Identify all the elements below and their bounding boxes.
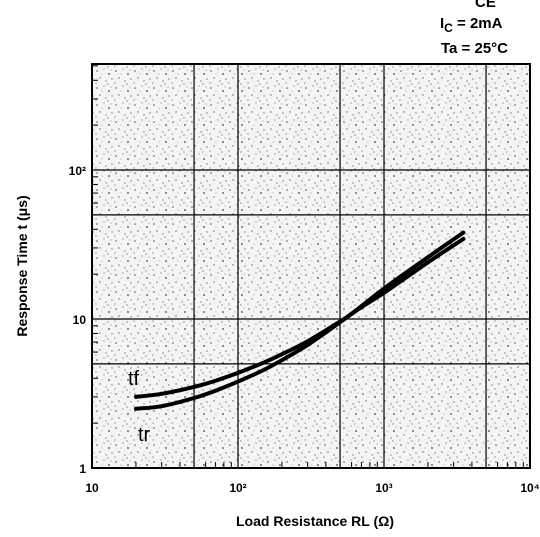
x-tick-label: 10² [229,481,246,495]
x-tick-label: 10⁴ [520,481,539,495]
series-label-tr: tr [138,424,151,446]
series-line-tr [134,230,466,411]
x-tick-label: 10 [85,481,99,495]
y-tick-label: 10 [73,313,87,327]
series-lines [134,230,466,411]
y-tick-label: 1 [79,462,86,476]
grid-lines [92,64,530,468]
series-label-tf: tf [128,368,140,390]
series-line-tf [134,236,466,399]
ic-prefix: I [440,15,444,32]
tick-labels: 10 10² 10³ 10⁴ 1 10 10² [69,164,540,495]
ic-subscript: C [444,21,453,35]
x-axis-label: Load Resistance RL (Ω) [236,513,394,529]
y-axis-label: Response Time t (μs) [14,195,30,336]
condition-ic: IC = 2mA [440,15,503,35]
condition-vce-partial: CE [475,0,496,11]
condition-ta: Ta = 25°C [441,40,508,57]
axis-ticks [92,65,524,468]
ic-value: = 2mA [453,15,503,32]
y-tick-label: 10² [69,164,86,178]
x-tick-label: 10³ [375,481,392,495]
plot-area [91,63,531,469]
